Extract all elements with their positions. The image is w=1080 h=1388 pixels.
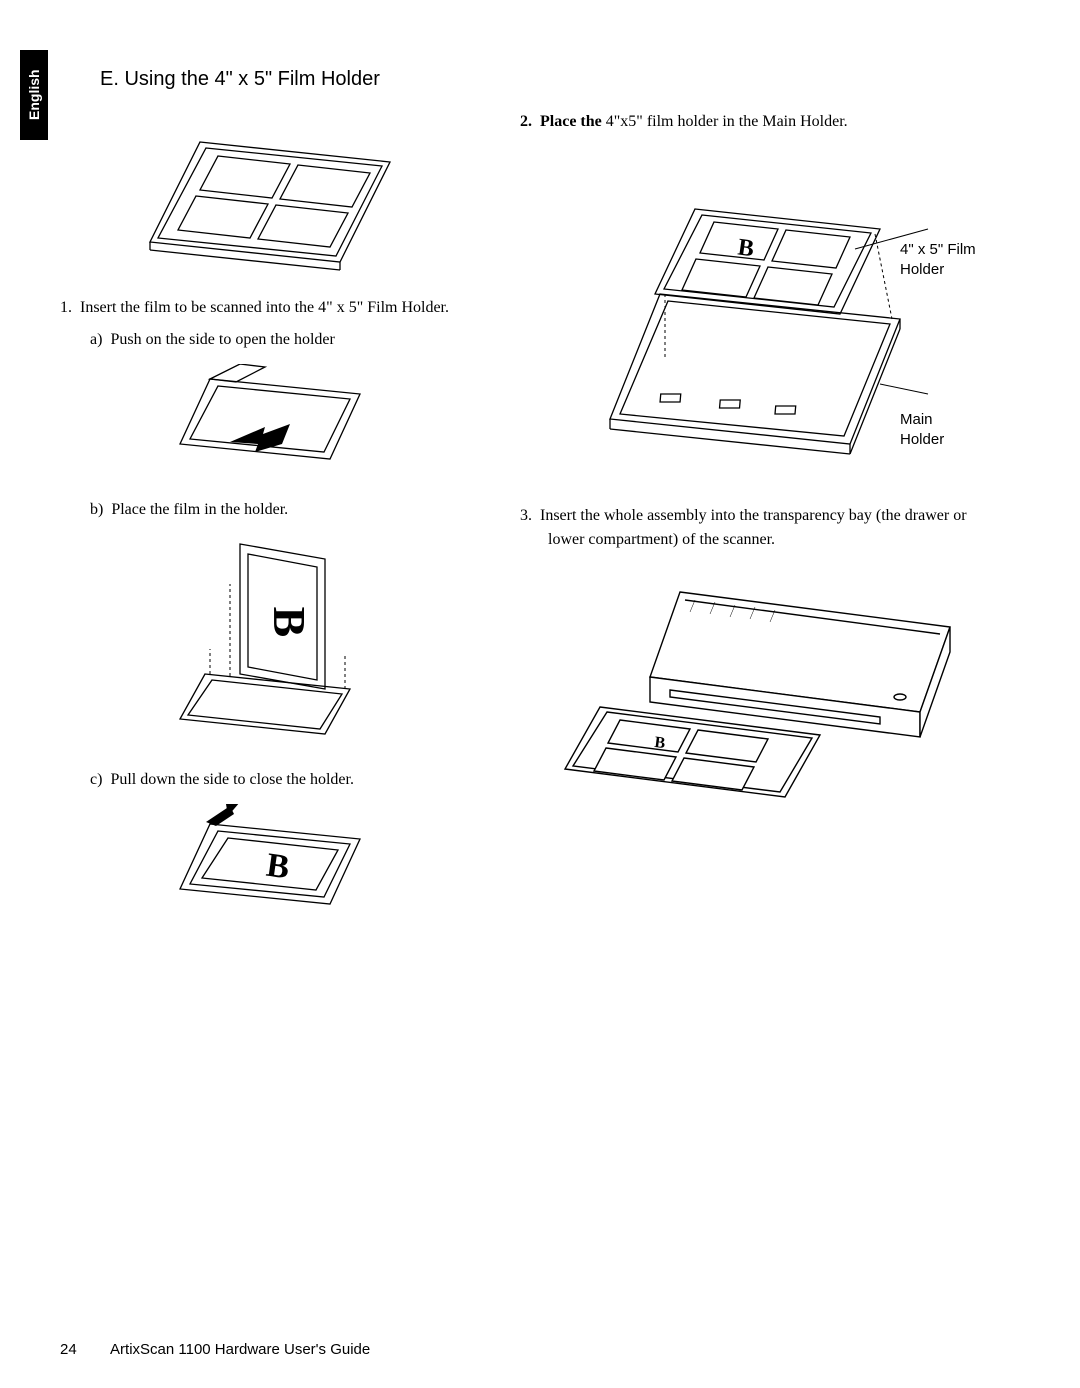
step-2-bold: Place the [540,113,602,130]
step-1: 1. Insert the film to be scanned into th… [88,296,480,320]
step-1c: c) Pull down the side to close the holde… [116,768,480,792]
page-number: 24 [60,1341,77,1358]
step-1a-text: Push on the side to open the holder [110,331,334,348]
fig-place-film: B [60,534,480,744]
label-film-holder: 4" x 5" Film Holder [900,240,980,279]
step-2-text: 4"x5" film holder in the Main Holder. [602,113,848,130]
footer: 24 ArtixScan 1100 Hardware User's Guide [60,1341,370,1358]
svg-text:B: B [264,607,315,638]
step-1-number: 1. [60,299,72,316]
step-1c-text: Pull down the side to close the holder. [110,771,354,788]
fig-open-holder [60,364,480,474]
step-1a: a) Push on the side to open the holder [116,328,480,352]
section-title: E. Using the 4" x 5" Film Holder [100,68,380,91]
step-3-number: 3. [520,507,532,524]
svg-text:B: B [264,847,292,887]
step-1a-letter: a) [90,331,102,348]
step-3: 3. Insert the whole assembly into the tr… [548,504,1000,552]
fig-holder-4frame [60,122,480,272]
step-2: 2. Place the 4"x5" film holder in the Ma… [548,110,1000,134]
right-column: 2. Place the 4"x5" film holder in the Ma… [520,110,1000,826]
language-tab: English [20,50,48,140]
step-1c-letter: c) [90,771,102,788]
step-1b-letter: b) [90,501,103,518]
fig-scanner: B [520,572,1000,802]
step-2-number: 2. [520,113,532,130]
step-3-text: Insert the whole assembly into the trans… [540,507,967,548]
fig-close-holder: B [60,804,480,924]
step-1b: b) Place the film in the holder. [116,498,480,522]
step-1-text: Insert the film to be scanned into the 4… [80,299,449,316]
label-main-holder: Main Holder [900,410,980,449]
left-column: 1. Insert the film to be scanned into th… [60,110,480,948]
step-1b-text: Place the film in the holder. [111,501,288,518]
doc-title: ArtixScan 1100 Hardware User's Guide [110,1341,370,1358]
page: English E. Using the 4" x 5" Film Holder [0,0,1080,1388]
